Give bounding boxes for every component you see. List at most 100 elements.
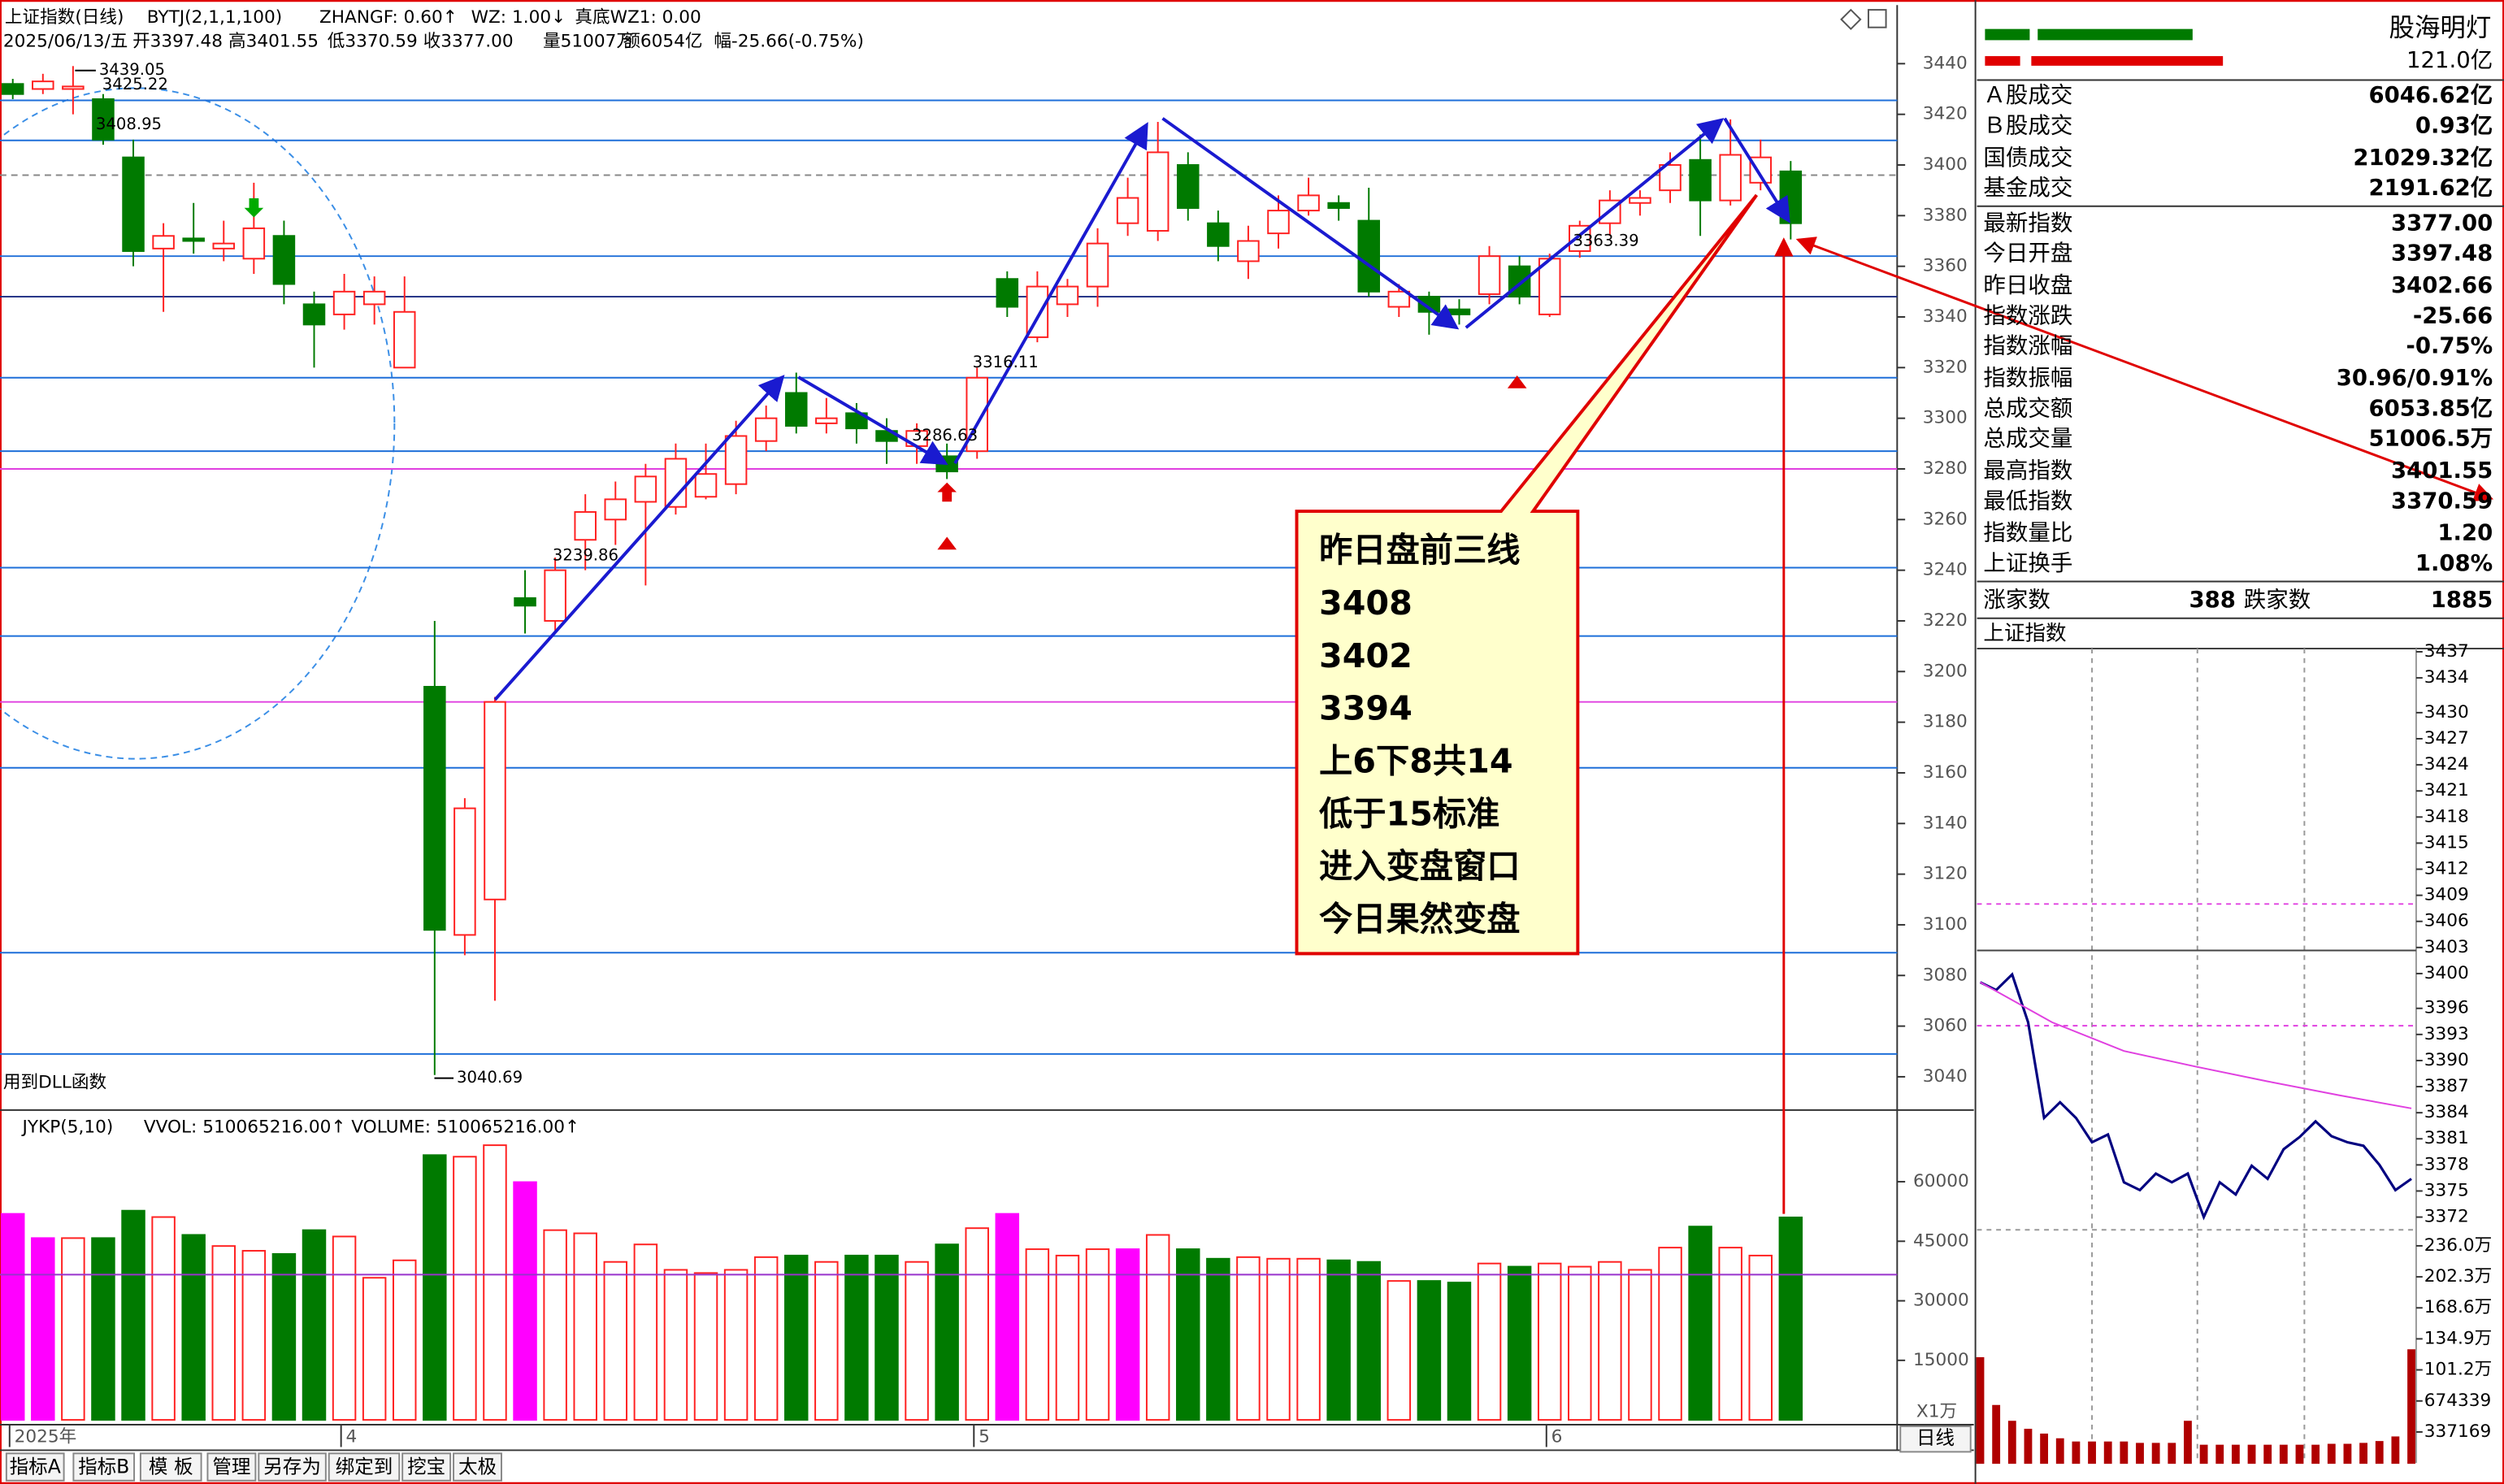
tab[interactable] — [5, 1452, 65, 1482]
quote-item: 额6054亿 — [623, 31, 702, 51]
bar — [1025, 1248, 1050, 1421]
candle-body — [92, 98, 115, 141]
breadth-item: 跌家数 — [2244, 587, 2311, 613]
price-label: 3425.22 — [102, 75, 168, 93]
bar — [31, 1237, 55, 1421]
table-lines — [1977, 79, 2504, 1464]
period-tab[interactable] — [1899, 1425, 1972, 1453]
y-tick-label: 3406 — [2424, 911, 2469, 931]
bar — [362, 1277, 387, 1421]
bar — [1387, 1280, 1412, 1421]
window-icons — [1840, 8, 1887, 31]
bar — [392, 1259, 417, 1421]
note-line: 3402 — [1319, 636, 1413, 675]
candle-body — [332, 290, 356, 315]
candle-body — [1177, 164, 1200, 209]
candle-body — [272, 235, 296, 285]
period-label[interactable]: 日线 — [1916, 1426, 1955, 1449]
tab[interactable] — [401, 1452, 452, 1482]
candle-body — [1056, 285, 1079, 306]
bar — [2055, 1438, 2064, 1464]
tab-label[interactable]: 指标B — [78, 1456, 129, 1478]
tab-label[interactable]: 模 板 — [149, 1456, 193, 1478]
tab[interactable] — [258, 1452, 327, 1482]
bar — [753, 1256, 779, 1421]
callout-arrow — [1795, 236, 2494, 502]
tab[interactable] — [72, 1452, 136, 1482]
candle-body — [1357, 219, 1380, 293]
bar — [423, 1154, 447, 1421]
row-label: 总成交额 — [1983, 395, 2072, 421]
candle-body — [212, 242, 236, 250]
note-line: 今日果然变盘 — [1319, 900, 1521, 939]
price-label: 3239.86 — [553, 546, 618, 565]
bar — [935, 1243, 959, 1421]
bar — [1507, 1265, 1532, 1421]
y-tick-label: 3387 — [2424, 1076, 2469, 1096]
candle-body — [393, 310, 416, 369]
y-tick-label: 3409 — [2424, 885, 2469, 905]
bar — [2040, 1433, 2049, 1464]
bar — [2359, 1443, 2367, 1464]
bar — [2279, 1444, 2288, 1464]
candle-body — [1387, 290, 1411, 308]
breadth-item: 388 — [2189, 587, 2235, 613]
row-label: 指数量比 — [1983, 520, 2072, 546]
y-tick-label: 3140 — [1923, 813, 1968, 833]
y-tick-label: 3434 — [2424, 667, 2469, 688]
tab-label[interactable]: 另存为 — [263, 1456, 321, 1478]
flow-bars — [1985, 28, 2224, 66]
candle-body — [1779, 170, 1803, 224]
bar — [181, 1234, 206, 1421]
candle-body — [1297, 194, 1320, 212]
candle-body — [32, 80, 54, 90]
tab-label[interactable]: 管理 — [212, 1456, 250, 1478]
y-tick-label: 3424 — [2424, 754, 2469, 775]
bar — [271, 1252, 297, 1421]
row-label: 最高指数 — [1983, 458, 2072, 484]
indicator: VVOL: 510065216.00↑ — [144, 1117, 346, 1138]
y-tick-label: 3300 — [1923, 408, 1968, 428]
candle-body — [302, 303, 326, 326]
tab-label[interactable]: 指标A — [10, 1456, 61, 1478]
bar — [453, 1156, 477, 1421]
y-tick-label: 3120 — [1923, 864, 1968, 884]
bar — [2151, 1443, 2160, 1464]
bar — [61, 1237, 85, 1421]
bar — [1992, 1404, 2001, 1464]
note-line: 上6下8共14 — [1319, 742, 1513, 781]
bar — [1658, 1247, 1682, 1421]
candle-body — [1116, 197, 1139, 224]
y-tick-label: 3421 — [2424, 780, 2469, 801]
callout — [1295, 193, 1759, 956]
bar — [2136, 1443, 2144, 1464]
row-label: 指数振幅 — [1983, 365, 2072, 391]
quote-item: 2025/06/13/五 — [3, 31, 128, 51]
bar — [2375, 1441, 2384, 1464]
y-tick-label: 3420 — [1923, 104, 1968, 124]
circle-annotation — [0, 87, 396, 760]
bar — [1176, 1248, 1200, 1421]
tab-label[interactable]: 绑定到 — [336, 1456, 393, 1478]
candle-body — [815, 417, 838, 424]
y-tick-label: 3240 — [1923, 560, 1968, 580]
bar — [784, 1254, 809, 1421]
row-value: 6053.85亿 — [2368, 395, 2493, 421]
signal-markers — [244, 197, 1527, 550]
tab[interactable] — [328, 1452, 401, 1482]
row-value: 6046.62亿 — [2368, 82, 2493, 108]
y-tick-label: 3040 — [1923, 1066, 1968, 1087]
indicator: VOLUME: 510065216.00↑ — [351, 1117, 579, 1138]
tab[interactable] — [139, 1452, 202, 1482]
bar — [211, 1245, 237, 1421]
price-label: 3286.63 — [912, 426, 978, 445]
bar — [1296, 1257, 1321, 1421]
tab-label[interactable]: 挖宝 — [407, 1456, 445, 1478]
tab-label[interactable]: 太极 — [458, 1456, 497, 1478]
tab[interactable] — [206, 1452, 257, 1482]
tab[interactable] — [453, 1452, 502, 1482]
y-tick-label: 60000 — [1913, 1171, 1969, 1191]
y-tick-label: 3100 — [1923, 914, 1968, 935]
y-tick-label: 101.2万 — [2424, 1360, 2492, 1380]
row-label: 上证换手 — [1983, 550, 2072, 576]
